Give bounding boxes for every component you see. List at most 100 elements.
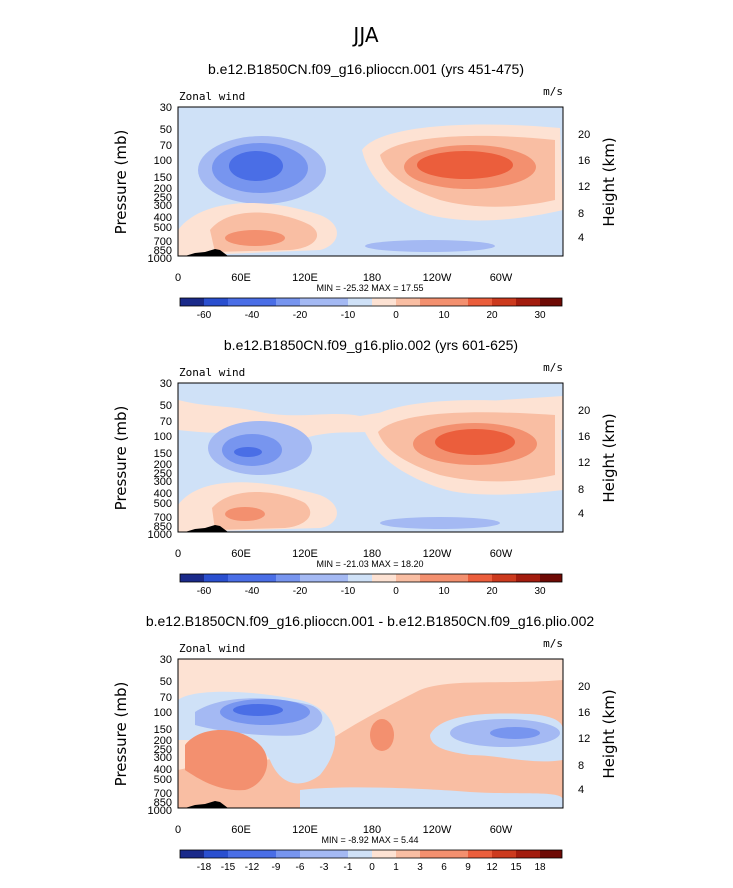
panel-3-cbar-swatch-10 (396, 850, 420, 858)
panel-1-variable-label: Zonal wind (179, 90, 245, 103)
panel-1-cbar-swatch-4 (252, 298, 276, 306)
panel-2-ytick-300: 300 (154, 476, 172, 488)
panel-3-ytick-700: 700 (154, 788, 172, 800)
panel-1-lower-westerly-contour-10 (225, 230, 285, 246)
panel-2-cbar-swatch-12 (444, 574, 468, 582)
panel-1-ytick-500: 500 (154, 222, 172, 234)
panel-1-xtick-60W: 60W (490, 272, 513, 284)
panel-3-neg-contour-9 (233, 704, 283, 716)
panel-3-ytick-300: 300 (154, 752, 172, 764)
panel-3-ytick-100: 100 (154, 707, 172, 719)
panel-1-cbar-swatch-10 (396, 298, 420, 306)
panel-1-cbar-swatch-13 (468, 298, 492, 306)
panel-1-ytick-30: 30 (160, 102, 172, 114)
panel-3-cbar-swatch-3 (228, 850, 252, 858)
panel-1-cbar-label: -10 (341, 310, 356, 321)
panel-3-xtick-120W: 120W (423, 824, 452, 836)
panel-2-ytick-100: 100 (154, 431, 172, 443)
panel-2-cbar-swatch-14 (492, 574, 516, 582)
panel-1-y2tick-16: 16 (578, 155, 590, 167)
panel-3-frame (177, 658, 564, 809)
panel-1-yticks: 30 50 70 100 150 200 250 300 400 500 700… (148, 102, 172, 265)
panel-1-topography (185, 249, 228, 256)
panel-2-stats: MIN = -21.03 MAX = 18.20 (316, 559, 423, 569)
panel-1-stats: MIN = -25.32 MAX = 17.55 (316, 283, 423, 293)
panel-1-xtick-120E: 120E (292, 272, 318, 284)
panel-3-ytick-500: 500 (154, 774, 172, 786)
panel-3-xtick-180: 180 (363, 824, 381, 836)
panel-2-cbar-swatch-1 (180, 574, 204, 582)
panel-1-cbar-swatch-11 (420, 298, 444, 306)
panel-1-cbar-swatch-7 (324, 298, 348, 306)
panel-1-cbar-swatch-16 (540, 298, 562, 306)
panel-3-pos-contour-180 (370, 719, 394, 751)
panel-2-y2ticks: 20 16 12 8 4 (578, 405, 590, 520)
panel-2-y2tick-16: 16 (578, 431, 590, 443)
panel-3-ytick-400: 400 (154, 764, 172, 776)
panel-3-cbar-swatch-6 (300, 850, 324, 858)
panel-2-westerly-contour-15 (435, 429, 515, 455)
panel-3-title: b.e12.B1850CN.f09_g16.plioccn.001 - b.e1… (146, 613, 595, 629)
panel-3-cbar-label: 0 (369, 862, 375, 873)
panel-1-contour-field (178, 107, 563, 256)
panel-3-cbar-label: -18 (197, 862, 212, 873)
panel-2-ytick-850: 850 (154, 521, 172, 533)
panel-1-ytick-850: 850 (154, 245, 172, 257)
panel-1: b.e12.B1850CN.f09_g16.plioccn.001 (yrs 4… (112, 61, 618, 321)
panel-1-ytick-70: 70 (160, 140, 172, 152)
panel-3-cbar-swatch-13 (468, 850, 492, 858)
panel-3-cbar-swatch-5 (276, 850, 300, 858)
panel-3-cbar-label: 18 (534, 862, 546, 873)
panel-2-cbar-label: -20 (293, 586, 308, 597)
panel-2-ytick-200: 200 (154, 459, 172, 471)
panel-1-cbar-swatch-2 (204, 298, 228, 306)
panel-3-topography (185, 801, 228, 808)
panel-1-ytick-200: 200 (154, 183, 172, 195)
panel-3-ytick-1000: 1000 (148, 805, 172, 817)
panel-2-cbar-swatch-6 (300, 574, 324, 582)
panel-2-ytick-500: 500 (154, 498, 172, 510)
panel-2-ytick-70: 70 (160, 416, 172, 428)
panel-3-cbar-swatch-7 (324, 850, 348, 858)
panel-2-xticks: 0 60E 120E 180 120W 60W (175, 548, 513, 560)
panel-1-y2tick-20: 20 (578, 129, 590, 141)
panel-1-cbar-label: 20 (486, 310, 498, 321)
panel-3-cbar-label: -3 (320, 862, 329, 873)
panel-1-cbar-swatch-1 (180, 298, 204, 306)
panel-1-frame (177, 106, 564, 257)
panel-1-easterly-contour-30 (229, 151, 283, 181)
panel-1-cbar-label: 30 (534, 310, 546, 321)
panel-2-cbar-swatch-7 (324, 574, 348, 582)
panel-2-y2tick-4: 4 (578, 508, 584, 520)
panel-1-cbar-label: -20 (293, 310, 308, 321)
panel-1-ytick-250: 250 (154, 192, 172, 204)
panel-1-y2tick-4: 4 (578, 232, 584, 244)
panel-1-ytick-1000: 1000 (148, 253, 172, 265)
panel-1-cbar-label: -40 (245, 310, 260, 321)
panel-2-y2tick-20: 20 (578, 405, 590, 417)
panel-3-cbar-label: 6 (441, 862, 447, 873)
panel-2-cbar-label: 0 (393, 586, 399, 597)
panel-1-colorbar: -60 -40 -20 -10 0 10 20 30 (179, 297, 563, 321)
panel-2-frame (177, 382, 564, 533)
panel-1-cbar-label: -60 (197, 310, 212, 321)
panel-1-cbar-swatch-5 (276, 298, 300, 306)
panel-2-y2tick-8: 8 (578, 484, 584, 496)
panel-2-yticks: 30 50 70 100 150 200 250 300 400 500 700… (148, 378, 172, 541)
panel-1-ytick-400: 400 (154, 212, 172, 224)
panel-1-ylabel: Pressure (mb) (112, 130, 130, 235)
panel-3-cbar-label: 9 (465, 862, 471, 873)
panel-3-neg-contour-lower (300, 787, 563, 808)
panel-2-cbar-swatch-2 (204, 574, 228, 582)
panel-3-stats: MIN = -8.92 MAX = 5.44 (321, 835, 418, 845)
panel-1-ytick-700: 700 (154, 236, 172, 248)
panel-3-cbar-label: 1 (393, 862, 399, 873)
panel-2-ytick-250: 250 (154, 468, 172, 480)
panel-3-ylabel: Pressure (mb) (112, 682, 130, 787)
panel-3-neg-contour-west-6 (490, 727, 540, 739)
panel-1-ytick-300: 300 (154, 200, 172, 212)
panel-2-xtick-60E: 60E (231, 548, 251, 560)
panel-2-topography (185, 525, 228, 532)
panel-2-xtick-120W: 120W (423, 548, 452, 560)
panel-1-cbar-label: 10 (438, 310, 450, 321)
